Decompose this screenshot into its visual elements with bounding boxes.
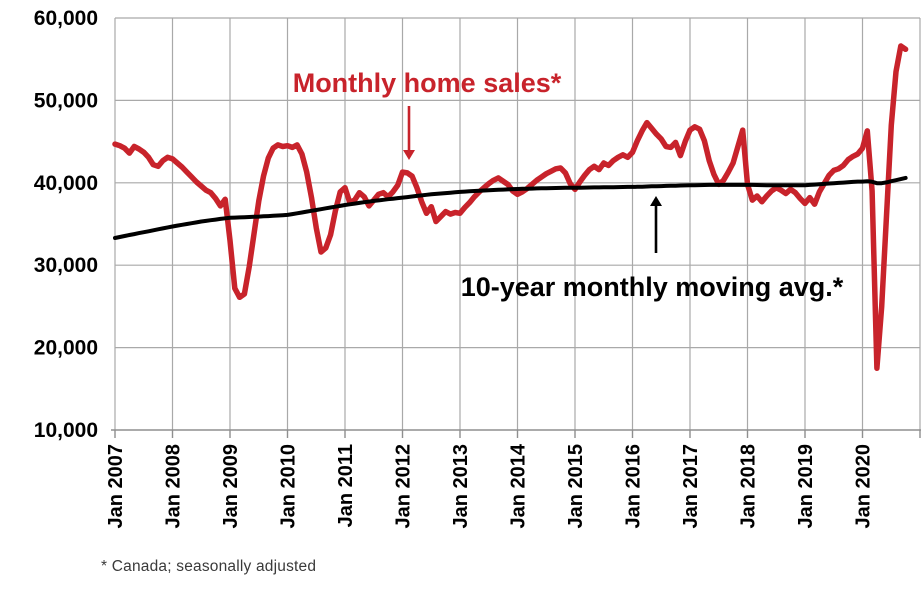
moving-avg-line <box>113 175 908 240</box>
y-tick-label: 50,000 <box>34 89 98 112</box>
x-tick-label: Jan 2007 <box>105 444 127 529</box>
x-tick-label: Jan 2010 <box>278 444 300 529</box>
x-tick-label: Jan 2018 <box>738 444 760 529</box>
y-tick-label: 20,000 <box>34 337 98 360</box>
x-tick-label: Jan 2017 <box>680 444 702 529</box>
x-tick-label: Jan 2011 <box>335 444 357 527</box>
x-tick-label: Jan 2012 <box>393 444 415 529</box>
annotation-arrowhead-down <box>403 150 415 160</box>
annotation-monthly-home-sales-label: Monthly home sales* <box>293 68 562 98</box>
x-tick-label: Jan 2013 <box>450 444 472 529</box>
y-tick-label: 30,000 <box>34 254 98 277</box>
x-tick-label: Jan 2009 <box>220 444 242 529</box>
x-tick-label: Jan 2019 <box>795 444 817 529</box>
annotation-arrowhead-up <box>650 196 662 206</box>
chart-footnote: * Canada; seasonally adjusted <box>101 558 317 575</box>
y-tick-label: 60,000 <box>34 7 98 30</box>
y-tick-label: 40,000 <box>34 172 98 195</box>
x-tick-label: Jan 2014 <box>508 443 530 528</box>
x-tick-label: Jan 2015 <box>565 444 587 529</box>
y-tick-label: 10,000 <box>34 419 98 442</box>
annotation-moving-avg-label: 10-year monthly moving avg.* <box>461 272 844 302</box>
x-tick-label: Jan 2020 <box>853 444 875 529</box>
x-tick-label: Jan 2008 <box>163 444 185 529</box>
x-tick-label: Jan 2016 <box>623 444 645 529</box>
